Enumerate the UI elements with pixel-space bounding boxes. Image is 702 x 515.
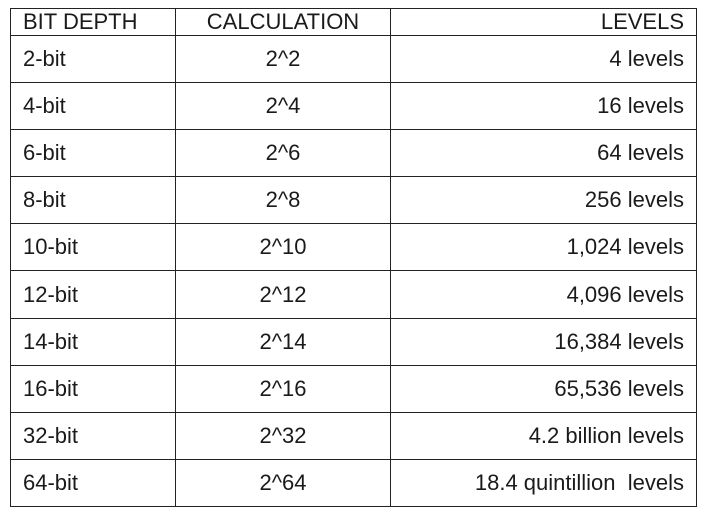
- calculation-cell: 2^2: [175, 34, 391, 84]
- levels-cell: 16,384 levels: [390, 317, 697, 366]
- levels-cell: 65,536 levels: [390, 364, 697, 413]
- levels-cell: 4 levels: [390, 34, 697, 84]
- header-levels: LEVELS: [390, 8, 697, 36]
- calculation-cell: 2^12: [175, 270, 391, 319]
- levels-cell: 16 levels: [390, 82, 697, 131]
- table-row: 6-bit 2^6 64 levels: [10, 129, 697, 178]
- bit-depth-cell: 10-bit: [10, 223, 176, 272]
- levels-cell: 4.2 billion levels: [390, 411, 697, 460]
- calculation-cell: 2^6: [175, 129, 391, 178]
- levels-cell: 4,096 levels: [390, 270, 697, 319]
- header-calculation: CALCULATION: [175, 8, 391, 36]
- bit-depth-cell: 6-bit: [10, 129, 176, 178]
- calculation-cell: 2^8: [175, 176, 391, 225]
- bit-depth-cell: 2-bit: [10, 34, 176, 84]
- calculation-cell: 2^10: [175, 223, 391, 272]
- bit-depth-table-container: BIT DEPTH CALCULATION LEVELS 2-bit 2^2 4…: [10, 8, 697, 508]
- levels-cell: 256 levels: [390, 176, 697, 225]
- calculation-cell: 2^64: [175, 458, 391, 508]
- bit-depth-table: BIT DEPTH CALCULATION LEVELS 2-bit 2^2 4…: [10, 8, 697, 508]
- calculation-cell: 2^14: [175, 317, 391, 366]
- levels-cell: 64 levels: [390, 129, 697, 178]
- table-row: 32-bit 2^32 4.2 billion levels: [10, 411, 697, 460]
- table-header-row: BIT DEPTH CALCULATION LEVELS: [10, 8, 697, 36]
- bit-depth-cell: 64-bit: [10, 458, 176, 508]
- bit-depth-cell: 4-bit: [10, 82, 176, 131]
- table-row: 12-bit 2^12 4,096 levels: [10, 270, 697, 319]
- table-row: 4-bit 2^4 16 levels: [10, 82, 697, 131]
- bit-depth-cell: 8-bit: [10, 176, 176, 225]
- calculation-cell: 2^16: [175, 364, 391, 413]
- bit-depth-cell: 32-bit: [10, 411, 176, 460]
- table-row: 2-bit 2^2 4 levels: [10, 34, 697, 84]
- bit-depth-cell: 14-bit: [10, 317, 176, 366]
- table-row: 14-bit 2^14 16,384 levels: [10, 317, 697, 366]
- header-bit-depth: BIT DEPTH: [10, 8, 176, 36]
- levels-cell: 18.4 quintillion levels: [390, 458, 697, 508]
- table-row: 16-bit 2^16 65,536 levels: [10, 364, 697, 413]
- calculation-cell: 2^4: [175, 82, 391, 131]
- table-row: 8-bit 2^8 256 levels: [10, 176, 697, 225]
- calculation-cell: 2^32: [175, 411, 391, 460]
- levels-cell: 1,024 levels: [390, 223, 697, 272]
- table-row: 10-bit 2^10 1,024 levels: [10, 223, 697, 272]
- table-row: 64-bit 2^64 18.4 quintillion levels: [10, 458, 697, 508]
- bit-depth-cell: 16-bit: [10, 364, 176, 413]
- bit-depth-cell: 12-bit: [10, 270, 176, 319]
